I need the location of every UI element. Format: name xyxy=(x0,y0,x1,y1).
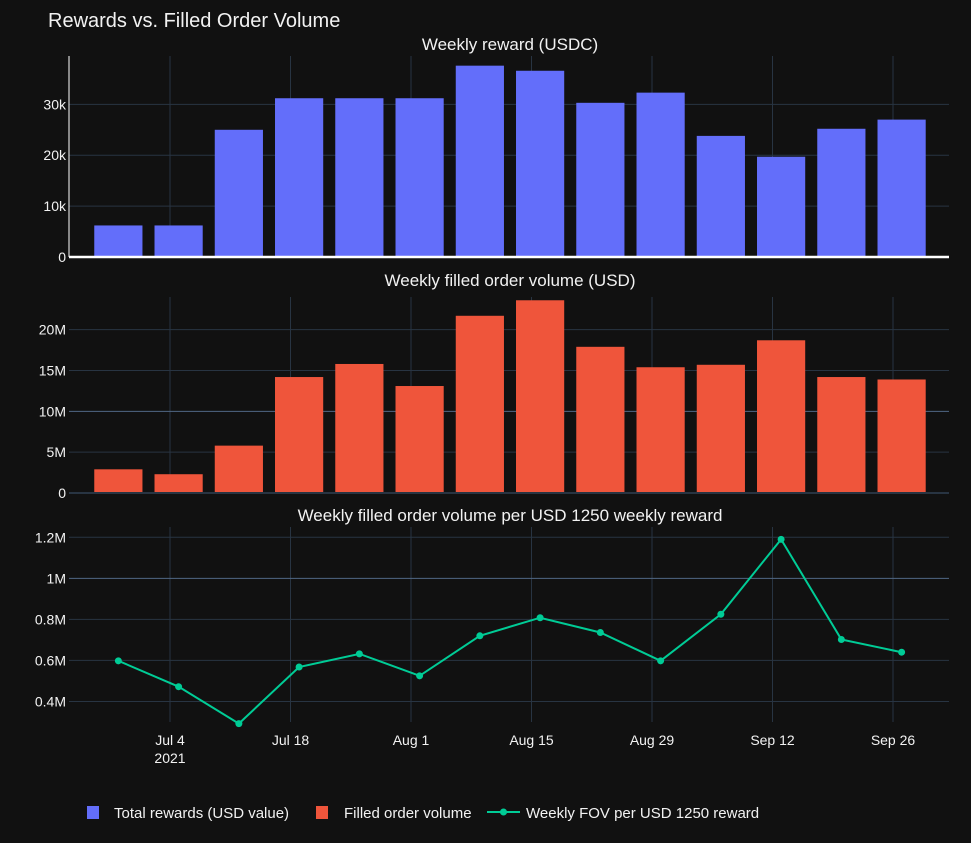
legend-swatch-reward xyxy=(87,806,99,819)
x-tick-label: Aug 15 xyxy=(509,732,554,748)
volume-bar[interactable] xyxy=(636,367,685,493)
fov-point[interactable] xyxy=(596,629,604,637)
volume-ytick-label: 0 xyxy=(58,485,66,501)
reward-bar[interactable] xyxy=(395,98,444,257)
x-axis: Jul 4 2021 Jul 18 Aug 1 Aug 15 Aug 29 Sep 12 Se… xyxy=(154,732,915,766)
volume-bar[interactable] xyxy=(757,340,806,493)
x-tick-label: Aug 1 xyxy=(393,732,430,748)
fov-point[interactable] xyxy=(476,632,484,640)
volume-ytick-label: 20M xyxy=(39,322,66,338)
reward-bar[interactable] xyxy=(335,98,384,257)
fov-ytick-label: 0.6M xyxy=(35,652,66,668)
reward-bar[interactable] xyxy=(636,92,685,258)
x-tick-label: Sep 26 xyxy=(871,732,916,748)
volume-bar[interactable] xyxy=(516,300,565,493)
fov-point[interactable] xyxy=(777,535,785,543)
legend-label-volume: Filled order volume xyxy=(344,805,472,822)
fov-point[interactable] xyxy=(114,657,122,665)
fov-point[interactable] xyxy=(295,663,303,671)
volume-bar[interactable] xyxy=(455,315,504,493)
volume-bar[interactable] xyxy=(214,445,263,493)
reward-bar[interactable] xyxy=(817,128,866,257)
reward-bar[interactable] xyxy=(214,129,263,257)
volume-bar[interactable] xyxy=(576,346,625,493)
volume-ytick-label: 15M xyxy=(39,363,66,379)
volume-bar[interactable] xyxy=(94,469,143,493)
fov-point[interactable] xyxy=(175,683,183,691)
volume-ytick-label: 5M xyxy=(47,444,66,460)
reward-bar[interactable] xyxy=(696,135,745,257)
volume-bar[interactable] xyxy=(275,377,324,493)
fov-series-line xyxy=(117,537,902,725)
figure-title: Rewards vs. Filled Order Volume xyxy=(48,10,340,32)
volume-panel-title: Weekly filled order volume (USD) xyxy=(385,271,636,290)
fov-ytick-label: 1.2M xyxy=(35,529,66,545)
legend-label-reward: Total rewards (USD value) xyxy=(114,805,289,822)
legend-swatch-fov-marker xyxy=(500,808,507,816)
x-tick-year-label: 2021 xyxy=(154,750,185,766)
fov-point[interactable] xyxy=(837,635,845,643)
volume-bar[interactable] xyxy=(395,386,444,493)
fov-ytick-label: 1M xyxy=(47,570,66,586)
fov-point[interactable] xyxy=(657,657,665,665)
fov-ytick-label: 0.8M xyxy=(35,611,66,627)
reward-panel-title: Weekly reward (USDC) xyxy=(422,35,598,54)
volume-panel: Weekly filled order volume (USD) 0 5M 10M 1… xyxy=(39,271,949,501)
x-tick-label: Jul 4 xyxy=(155,732,185,748)
volume-ytick-label: 10M xyxy=(39,403,66,419)
volume-bar[interactable] xyxy=(154,474,203,493)
reward-ytick-label: 30k xyxy=(43,96,67,112)
fov-panel-title: Weekly filled order volume per USD 1250 … xyxy=(298,506,723,525)
volume-bar[interactable] xyxy=(696,364,745,493)
x-tick-label: Sep 12 xyxy=(750,732,795,748)
legend-item-fov[interactable]: Weekly FOV per USD 1250 reward xyxy=(487,805,759,822)
volume-bar[interactable] xyxy=(817,377,866,493)
reward-bar[interactable] xyxy=(154,225,203,257)
legend[interactable]: Total rewards (USD value) Filled order v… xyxy=(87,805,759,822)
reward-ytick-label: 10k xyxy=(43,198,67,214)
fov-point[interactable] xyxy=(416,672,424,680)
x-tick-label: Aug 29 xyxy=(630,732,675,748)
fov-point[interactable] xyxy=(235,720,243,728)
x-tick-label: Jul 18 xyxy=(272,732,310,748)
legend-label-fov: Weekly FOV per USD 1250 reward xyxy=(526,805,759,822)
fov-point[interactable] xyxy=(355,650,363,658)
reward-panel: Weekly reward (USDC) 0 10k 20k 30k xyxy=(43,35,949,265)
reward-bar[interactable] xyxy=(516,70,565,258)
fov-panel: Weekly filled order volume per USD 1250 … xyxy=(35,506,949,728)
reward-bar[interactable] xyxy=(94,225,143,257)
reward-ytick-label: 0 xyxy=(58,249,66,265)
legend-item-volume[interactable]: Filled order volume xyxy=(316,805,472,822)
legend-item-reward[interactable]: Total rewards (USD value) xyxy=(87,805,289,822)
reward-bar[interactable] xyxy=(455,65,504,257)
reward-bar[interactable] xyxy=(757,156,806,257)
reward-bar[interactable] xyxy=(877,119,926,257)
reward-bar[interactable] xyxy=(576,102,625,258)
volume-bar[interactable] xyxy=(877,379,926,493)
fov-point[interactable] xyxy=(536,614,544,622)
volume-bar[interactable] xyxy=(335,363,384,493)
reward-ytick-label: 20k xyxy=(43,147,67,163)
legend-swatch-volume xyxy=(316,806,328,819)
fov-point[interactable] xyxy=(898,648,906,656)
fov-ytick-label: 0.4M xyxy=(35,693,66,709)
reward-bar[interactable] xyxy=(275,98,324,257)
fov-point[interactable] xyxy=(717,610,725,618)
